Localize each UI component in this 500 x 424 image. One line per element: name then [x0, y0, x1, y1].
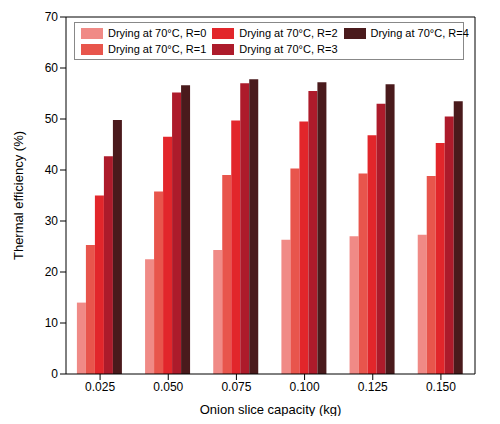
- svg-text:0.125: 0.125: [358, 380, 388, 394]
- svg-text:50: 50: [45, 112, 59, 126]
- svg-text:60: 60: [45, 61, 59, 75]
- svg-text:30: 30: [45, 214, 59, 228]
- html-text:Drying at 70°C, R=2: Drying at 70°C, R=2: [239, 27, 338, 39]
- svg-text:0.025: 0.025: [85, 380, 115, 394]
- html-text:Drying at 70°C, R=1: Drying at 70°C, R=1: [108, 43, 207, 55]
- svg-text:10: 10: [45, 316, 59, 330]
- svg-text:0.050: 0.050: [153, 380, 183, 394]
- svg-text:20: 20: [45, 265, 59, 279]
- svg-text:70: 70: [45, 10, 59, 24]
- html-text:Drying at 70°C, R=3: Drying at 70°C, R=3: [239, 43, 338, 55]
- svg-text:40: 40: [45, 163, 59, 177]
- html-text:Drying at 70°C, R=4: Drying at 70°C, R=4: [370, 27, 469, 39]
- svg-text:0.100: 0.100: [290, 380, 320, 394]
- svg-text:0.075: 0.075: [221, 380, 251, 394]
- svg-text:Onion slice capacity (kg): Onion slice capacity (kg): [200, 402, 342, 416]
- svg-text:Thermal efficiency (%): Thermal efficiency (%): [11, 131, 26, 260]
- html-text:Drying at 70°C, R=0: Drying at 70°C, R=0: [108, 27, 207, 39]
- svg-text:0: 0: [51, 367, 58, 381]
- svg-text:0.150: 0.150: [426, 380, 456, 394]
